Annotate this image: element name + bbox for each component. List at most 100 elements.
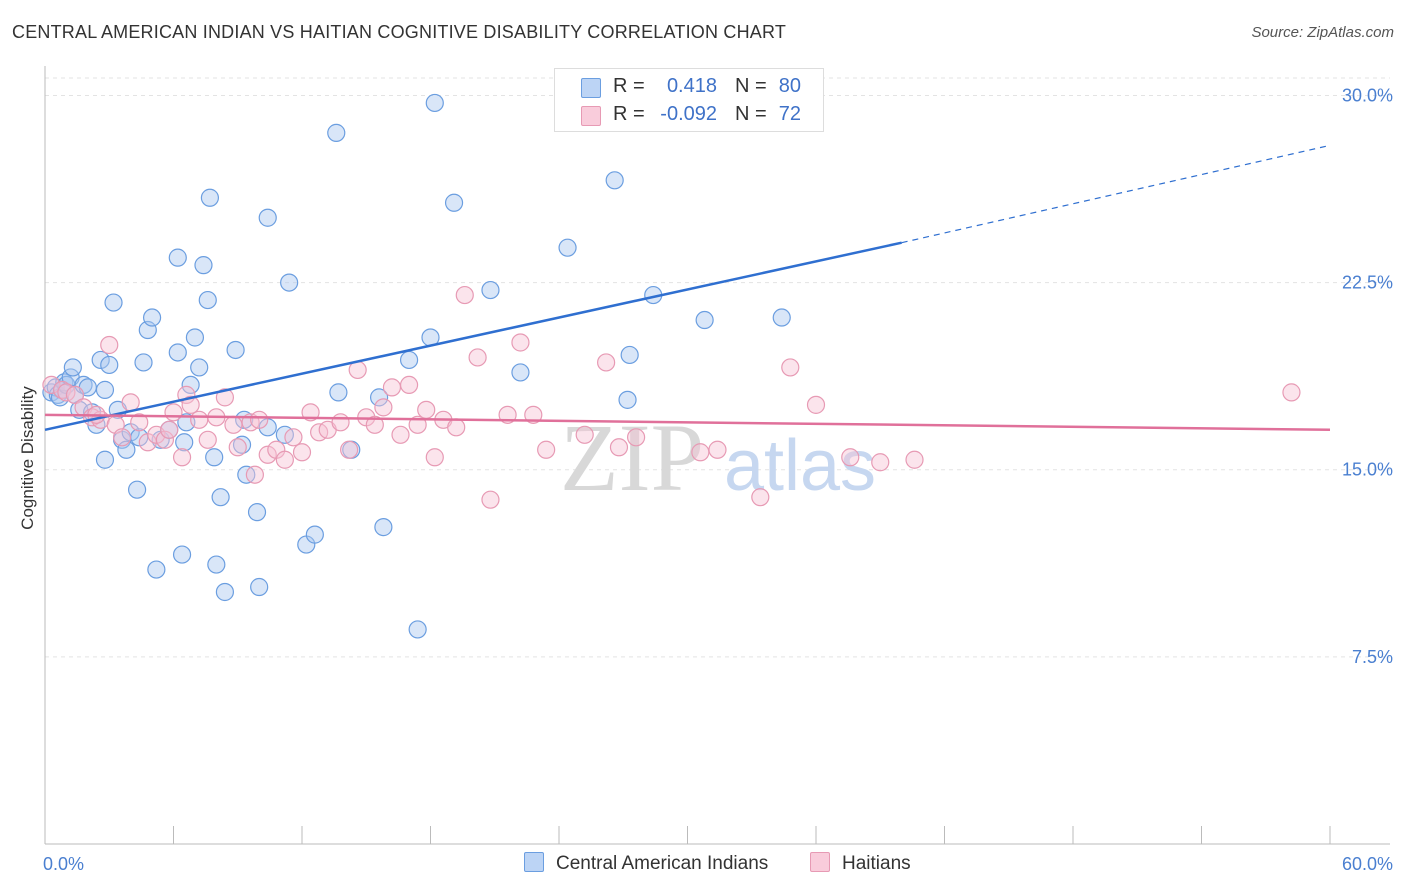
central-american-point bbox=[605, 171, 624, 190]
central-american-point bbox=[620, 345, 639, 365]
haitian-point bbox=[455, 285, 474, 305]
haitian-point bbox=[626, 428, 646, 447]
haitian-point bbox=[399, 375, 419, 394]
haitian-point bbox=[609, 438, 629, 457]
gridlines bbox=[45, 77, 1390, 658]
central-american-point bbox=[481, 280, 500, 300]
legend-label: Central American Indians bbox=[556, 853, 769, 874]
stats-box: R = 0.418 N = 80 R = -0.092 N = 72 bbox=[554, 68, 824, 132]
haitian-point bbox=[524, 405, 543, 424]
haitian-point bbox=[597, 353, 616, 372]
haitian-point bbox=[408, 415, 427, 434]
legend-central-american[interactable]: Central American Indians bbox=[524, 852, 768, 875]
central-american-point bbox=[558, 238, 577, 257]
y-tick-label: 22.5% bbox=[1342, 273, 1393, 293]
central-american-point bbox=[127, 480, 147, 499]
haitian-point bbox=[1282, 383, 1301, 402]
haitian-point bbox=[284, 428, 303, 447]
source-label: Source: ZipAtlas.com bbox=[1251, 24, 1394, 41]
haitian-point bbox=[160, 420, 179, 439]
haitian-point bbox=[905, 450, 924, 469]
central-american-point bbox=[327, 123, 346, 142]
haitian-point bbox=[292, 443, 312, 462]
haitian-point bbox=[245, 465, 264, 484]
haitian-point bbox=[301, 403, 320, 422]
haitian-point bbox=[65, 385, 85, 404]
central-american-point bbox=[63, 358, 82, 377]
haitian-point bbox=[181, 395, 200, 414]
haitian-point bbox=[42, 375, 61, 394]
trend-line-haitians bbox=[44, 413, 1331, 432]
haitian-point bbox=[215, 388, 234, 407]
central-american-point bbox=[511, 363, 530, 382]
haitian-point bbox=[417, 400, 436, 419]
central-american-point bbox=[142, 308, 162, 327]
central-american-point bbox=[198, 290, 217, 310]
central-american-point bbox=[374, 518, 393, 537]
central-american-point bbox=[194, 256, 213, 275]
x-tick-label-min: 0.0% bbox=[43, 854, 84, 874]
haitian-point bbox=[172, 448, 192, 467]
central-american-point bbox=[181, 375, 200, 394]
n-label: N = bbox=[735, 103, 767, 125]
central-american-point bbox=[207, 555, 226, 574]
central-american-point bbox=[258, 208, 277, 227]
central-american-point bbox=[91, 350, 110, 370]
haitian-point bbox=[198, 430, 217, 449]
haitian-point bbox=[806, 395, 826, 414]
central-american-point bbox=[175, 433, 194, 452]
stats-swatch-central-american bbox=[581, 78, 601, 98]
r-label: R = bbox=[613, 103, 645, 125]
haitian-point bbox=[751, 488, 770, 507]
central-american-point bbox=[425, 93, 444, 113]
haitian-point bbox=[258, 445, 277, 464]
haitian-point bbox=[331, 413, 350, 432]
central-american-point bbox=[695, 310, 714, 330]
central-american-point bbox=[95, 450, 115, 469]
x-tick-label-max: 60.0% bbox=[1342, 854, 1393, 874]
stats-swatch-haitians bbox=[581, 106, 601, 126]
central-american-point bbox=[408, 620, 427, 639]
haitian-point bbox=[130, 413, 149, 432]
haitian-point bbox=[781, 358, 800, 377]
central-american-point bbox=[104, 293, 123, 312]
central-american-point bbox=[200, 188, 220, 207]
central-american-point bbox=[168, 248, 187, 267]
r-label: R = bbox=[613, 75, 645, 97]
central-american-point bbox=[370, 388, 389, 407]
central-american-point bbox=[211, 488, 230, 507]
y-tick-label: 15.0% bbox=[1342, 460, 1393, 480]
haitian-point bbox=[841, 448, 860, 467]
y-tick-label: 30.0% bbox=[1342, 85, 1393, 105]
r-value: 0.418 bbox=[666, 75, 717, 97]
central-american-point bbox=[215, 582, 234, 602]
central-american-point bbox=[226, 340, 245, 360]
n-value: 72 bbox=[778, 103, 801, 125]
watermark-atlas: atlas bbox=[724, 426, 876, 506]
haitian-point bbox=[228, 438, 247, 457]
haitian-point bbox=[425, 448, 444, 467]
central-american-point bbox=[134, 353, 153, 372]
haitian-point bbox=[121, 393, 140, 412]
haitian-point bbox=[374, 398, 393, 417]
central-american-point bbox=[618, 390, 637, 409]
haitian-point bbox=[164, 403, 183, 422]
haitian-point bbox=[391, 425, 410, 444]
chart-title: CENTRAL AMERICAN INDIAN VS HAITIAN COGNI… bbox=[12, 22, 787, 42]
central-american-point bbox=[147, 560, 166, 579]
haitian-point bbox=[691, 443, 710, 462]
central-american-point bbox=[772, 308, 791, 327]
haitian-point bbox=[468, 348, 487, 367]
haitian-point bbox=[382, 378, 402, 397]
haitian-point bbox=[871, 453, 890, 472]
legend-swatch-haitians bbox=[810, 852, 830, 872]
haitian-point bbox=[112, 428, 132, 447]
haitian-point bbox=[481, 490, 500, 509]
haitian-point bbox=[575, 425, 594, 444]
trend-lines bbox=[44, 144, 1331, 432]
central-american-point bbox=[247, 503, 267, 522]
haitian-point bbox=[250, 410, 269, 429]
haitian-point bbox=[275, 450, 294, 469]
legend-haitians[interactable]: Haitians bbox=[810, 852, 911, 875]
